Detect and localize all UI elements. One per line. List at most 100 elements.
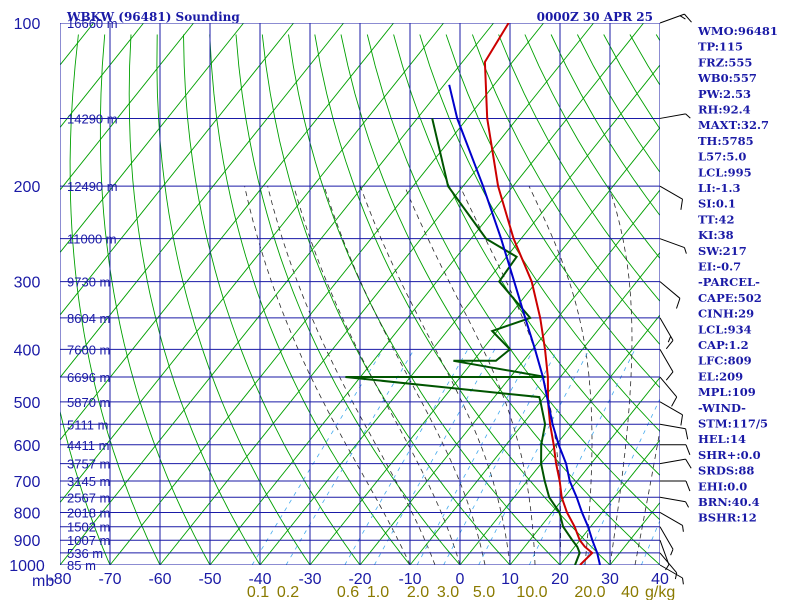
temp-tick-label: 10 [501, 571, 519, 588]
wind-barb-flag [685, 480, 691, 492]
wind-barb-shaft [659, 113, 686, 119]
isotherm [60, 23, 244, 254]
background-grid [60, 23, 660, 565]
isotherm [159, 23, 594, 565]
dry-adiabat [393, 34, 660, 477]
index-item: STM:117/5 [698, 417, 768, 431]
index-item: EI:-0.7 [698, 260, 741, 274]
dry-adiabat [498, 34, 660, 302]
wind-barb-shaft [659, 281, 681, 299]
wind-barb-shaft [659, 238, 685, 249]
isotherm [509, 376, 660, 565]
index-item: MPL:109 [698, 385, 756, 399]
index-item: LCL:995 [698, 165, 752, 179]
height-label: 3145 m [67, 474, 110, 489]
isotherm [60, 23, 394, 441]
temp-tick-label: -50 [198, 571, 221, 588]
wind-barb [659, 526, 674, 556]
wind-barb [659, 376, 678, 407]
moist-adiabat [634, 427, 660, 565]
wind-barb-flag [685, 444, 691, 455]
pressure-tick-label: 800 [14, 505, 41, 522]
wind-barb-flag [674, 572, 678, 580]
height-label: 5111 m [67, 417, 108, 432]
wind-barb [659, 113, 691, 119]
index-item: SW:217 [698, 244, 747, 258]
wind-barb-flag [683, 247, 687, 254]
height-label: 9730 m [67, 275, 110, 290]
index-item: MAXT:32.7 [698, 118, 769, 132]
wind-barb-flag [685, 113, 691, 119]
pressure-tick-label: 700 [14, 474, 41, 491]
isotherm [109, 23, 544, 565]
dry-adiabat [419, 34, 660, 433]
wind-barb-flag [679, 15, 686, 20]
wind-barb-flag [685, 458, 692, 469]
dry-adiabat [524, 34, 660, 260]
mixing-ratio-label: 3.0 [437, 584, 459, 600]
pressure-tick-label: 400 [14, 342, 41, 359]
index-item: BRN:40.4 [698, 495, 760, 509]
pressure-tick-label: 300 [14, 275, 41, 292]
temp-tick-label: -10 [398, 571, 421, 588]
height-label: 14290 m [67, 111, 118, 126]
mixing-ratio-unit-label: g/kg [645, 584, 675, 600]
index-item: TP:115 [698, 40, 743, 54]
height-label: 1007 m [67, 533, 110, 548]
pressure-tick-label: 500 [14, 395, 41, 412]
wind-barb-flag [665, 340, 674, 350]
wind-barb-shaft [659, 317, 674, 341]
isotherm [60, 23, 194, 191]
height-label: 4411 m [67, 438, 109, 453]
moist-adiabat [608, 186, 633, 565]
isotherm [359, 189, 660, 565]
dry-adiabat [235, 34, 461, 565]
wind-barb-shaft [659, 512, 683, 526]
isotherm [309, 126, 660, 565]
wind-barb [659, 281, 681, 309]
wind-barb [659, 13, 692, 24]
isotherm [60, 23, 494, 565]
temp-tick-label: -20 [348, 571, 371, 588]
isotherm [259, 64, 660, 565]
dry-adiabat [576, 34, 660, 174]
dry-adiabat [60, 563, 61, 565]
height-label: 16660 m [67, 16, 118, 31]
index-item: KI:38 [698, 228, 734, 242]
mixing-ratio-label: 0.2 [277, 584, 299, 600]
height-label: 3757 m [67, 457, 110, 472]
isotherm [60, 23, 444, 504]
wind-barb [659, 496, 690, 508]
dry-adiabat [445, 34, 660, 389]
wind-barb-shaft [659, 496, 686, 503]
wind-barbs [659, 13, 692, 585]
wind-barb-flag [684, 13, 692, 23]
mixing-ratio-label: 0.1 [247, 584, 269, 600]
index-item: BSHR:12 [698, 511, 757, 525]
pressure-tick-label: 600 [14, 438, 41, 455]
dry-adiabat [99, 34, 211, 565]
moist-adiabat [244, 186, 411, 565]
index-item: CAPE:502 [698, 291, 762, 305]
mixing-ratio-line [528, 349, 636, 565]
wind-barb-shaft [659, 526, 674, 550]
wind-barb-flag [671, 396, 678, 407]
wind-barb-flag [685, 428, 689, 440]
temp-tick-label: -60 [148, 571, 171, 588]
index-item: CINH:29 [698, 307, 754, 321]
dry-adiabat [128, 34, 261, 565]
wind-barb [659, 317, 674, 350]
index-item: HEL:14 [698, 432, 746, 446]
isotherm [459, 314, 660, 565]
wind-barb-flag [665, 564, 670, 571]
isotherm [409, 251, 660, 565]
dry-adiabat [288, 34, 561, 565]
mixing-ratio-label: 20.0 [574, 584, 605, 600]
index-item: SHR+:0.0 [698, 448, 761, 462]
temp-tick-label: -40 [248, 571, 271, 588]
mixing-ratio-label: 2.0 [407, 584, 429, 600]
wind-barb [660, 480, 691, 492]
wind-barb-flag [667, 336, 672, 343]
